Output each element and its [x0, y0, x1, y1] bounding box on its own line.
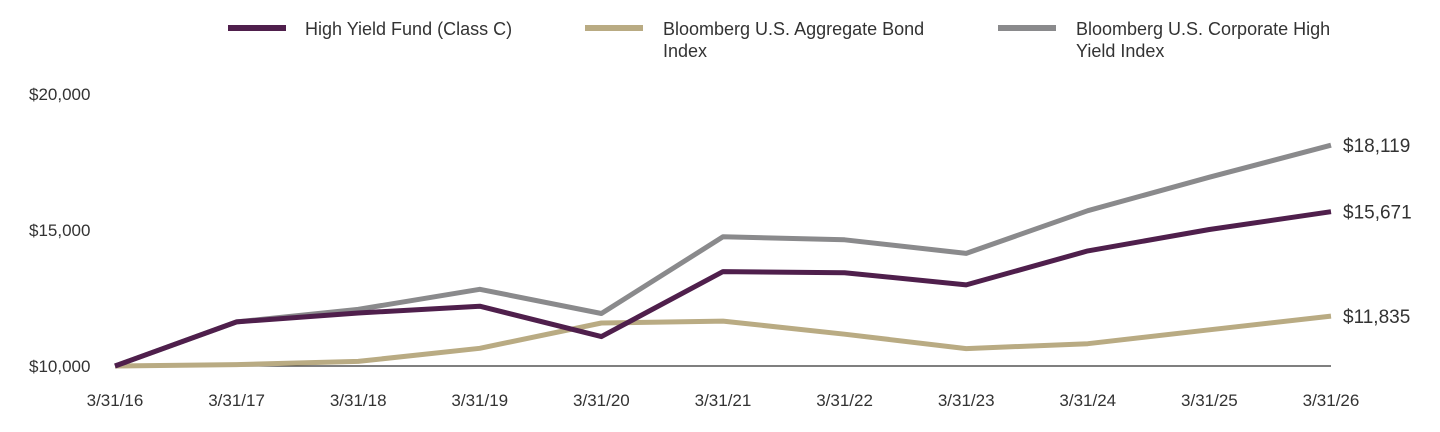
x-tick-label: 3/31/26	[1303, 391, 1360, 410]
y-axis: $10,000 $15,000 $20,000	[29, 85, 90, 376]
legend-label: Bloomberg U.S. Corporate High	[1076, 19, 1330, 39]
x-tick-label: 3/31/25	[1181, 391, 1238, 410]
x-tick-label: 3/31/16	[87, 391, 144, 410]
x-tick-label: 3/31/20	[573, 391, 630, 410]
end-labels: $15,671 $11,835 $18,119	[1343, 136, 1412, 328]
end-value-label: $18,119	[1343, 136, 1410, 157]
legend: High Yield Fund (Class C) Bloomberg U.S. …	[228, 19, 1330, 61]
series-line-2	[114, 142, 1332, 369]
end-value-label: $15,671	[1343, 203, 1412, 224]
x-tick-label: 3/31/18	[330, 391, 387, 410]
legend-label: Index	[663, 41, 707, 61]
x-tick-label: 3/31/21	[695, 391, 752, 410]
x-tick-label: 3/31/24	[1059, 391, 1116, 410]
series-line-1	[114, 313, 1332, 369]
legend-label: High Yield Fund (Class C)	[305, 19, 512, 39]
y-tick-label: $20,000	[29, 85, 90, 104]
series-lines	[114, 142, 1332, 369]
series-line-0	[114, 209, 1332, 369]
x-tick-label: 3/31/17	[208, 391, 265, 410]
legend-label: Bloomberg U.S. Aggregate Bond	[663, 19, 924, 39]
x-axis: 3/31/16 3/31/17 3/31/18 3/31/19 3/31/20 3/31/…	[87, 391, 1360, 410]
y-tick-label: $15,000	[29, 221, 90, 240]
x-tick-label: 3/31/23	[938, 391, 995, 410]
end-value-label: $11,835	[1343, 307, 1410, 328]
y-tick-label: $10,000	[29, 357, 90, 376]
x-tick-label: 3/31/22	[816, 391, 873, 410]
x-tick-label: 3/31/19	[451, 391, 508, 410]
legend-label: Yield Index	[1076, 41, 1164, 61]
